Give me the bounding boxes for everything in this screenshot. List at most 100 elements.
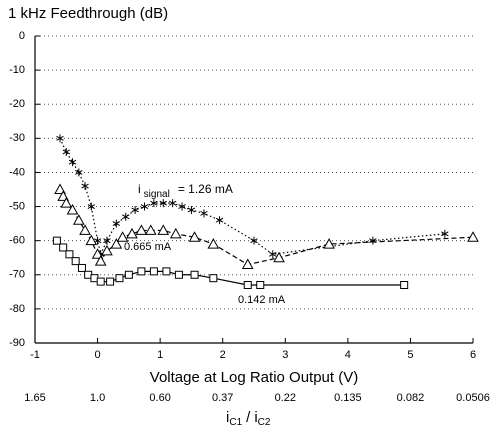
marker-shape bbox=[59, 243, 68, 252]
marker-shape bbox=[273, 251, 285, 263]
data-point bbox=[96, 277, 105, 286]
marker-shape bbox=[110, 238, 123, 249]
data-point bbox=[106, 277, 115, 286]
y-tick-label: -90 bbox=[9, 337, 25, 349]
data-point bbox=[112, 219, 121, 228]
data-point bbox=[68, 158, 77, 167]
marker-stroke bbox=[178, 204, 186, 209]
data-point bbox=[91, 248, 104, 259]
data-point bbox=[256, 281, 265, 290]
y-tick-label: -50 bbox=[9, 200, 25, 212]
marker-stroke bbox=[441, 231, 449, 237]
data-point bbox=[441, 229, 449, 238]
x-tick-label: 3 bbox=[282, 349, 288, 361]
data-point bbox=[149, 267, 158, 276]
x2-tick-label: 0.37 bbox=[212, 392, 233, 404]
x2-tick-label: 0.22 bbox=[275, 392, 296, 404]
data-point bbox=[243, 281, 252, 290]
marker-shape bbox=[135, 224, 148, 235]
marker-shape bbox=[207, 238, 220, 249]
data-point bbox=[124, 270, 133, 279]
x-axis-label: Voltage at Log Ratio Output (V) bbox=[150, 369, 358, 386]
x-tick-label: 1 bbox=[157, 349, 163, 361]
data-point bbox=[207, 238, 220, 249]
data-point bbox=[110, 238, 123, 249]
data-point bbox=[94, 255, 107, 266]
marker-shape bbox=[174, 270, 183, 279]
y-tick-label: -20 bbox=[9, 98, 25, 110]
data-point bbox=[65, 250, 74, 259]
data-point bbox=[209, 274, 218, 283]
marker-stroke bbox=[168, 200, 177, 206]
data-point bbox=[162, 267, 171, 276]
marker-shape bbox=[71, 257, 80, 266]
marker-stroke bbox=[122, 214, 130, 220]
marker-shape bbox=[106, 277, 115, 286]
data-point bbox=[190, 270, 199, 279]
data-point bbox=[467, 231, 479, 242]
marker-shape bbox=[79, 224, 91, 235]
marker-stroke bbox=[131, 207, 139, 213]
x-tick-label: 6 bbox=[470, 349, 476, 361]
marker-stroke bbox=[103, 238, 111, 244]
data-point bbox=[137, 267, 146, 276]
data-point bbox=[59, 243, 68, 252]
x-tick-label: 5 bbox=[407, 349, 413, 361]
data-point bbox=[215, 216, 224, 225]
marker-stroke bbox=[140, 204, 149, 209]
data-point bbox=[273, 251, 285, 263]
y-tick-label: -40 bbox=[9, 166, 25, 178]
data-point bbox=[72, 214, 85, 225]
marker-shape bbox=[243, 281, 252, 290]
marker-shape bbox=[116, 231, 129, 242]
annotation-part: signal bbox=[144, 189, 170, 200]
marker-stroke bbox=[187, 207, 196, 213]
x-tick-label: 2 bbox=[220, 349, 226, 361]
data-point bbox=[54, 183, 66, 194]
data-point bbox=[71, 257, 80, 266]
marker-shape bbox=[188, 231, 201, 242]
marker-shape bbox=[256, 281, 265, 290]
x-tick-label: 4 bbox=[345, 349, 351, 361]
data-point bbox=[115, 274, 124, 283]
data-point bbox=[200, 209, 208, 218]
y-tick-label: -30 bbox=[9, 132, 25, 144]
data-point bbox=[60, 197, 73, 208]
annotation: 0.665 mA bbox=[124, 241, 172, 253]
x2-axis-label: iC1/iC2 bbox=[226, 409, 271, 428]
marker-stroke bbox=[62, 149, 70, 155]
marker-shape bbox=[65, 250, 74, 259]
marker-shape bbox=[96, 277, 105, 286]
data-point bbox=[135, 224, 148, 235]
data-point bbox=[157, 224, 170, 235]
data-point bbox=[85, 234, 98, 246]
marker-stroke bbox=[112, 221, 121, 227]
data-point bbox=[79, 224, 91, 235]
data-point bbox=[241, 258, 254, 270]
marker-stroke bbox=[81, 183, 89, 189]
data-point bbox=[77, 263, 86, 272]
marker-stroke bbox=[200, 210, 208, 216]
marker-shape bbox=[94, 255, 107, 266]
marker-stroke bbox=[215, 217, 224, 223]
x2-tick-label: 1.0 bbox=[90, 392, 105, 404]
data-point bbox=[169, 227, 182, 239]
marker-shape bbox=[77, 263, 86, 272]
marker-shape bbox=[149, 267, 158, 276]
marker-shape bbox=[57, 190, 70, 201]
x-tick-label: -1 bbox=[30, 349, 40, 361]
data-point bbox=[140, 202, 149, 211]
y-tick-label: -60 bbox=[9, 235, 25, 247]
annotation-part: = 1.26 mA bbox=[178, 182, 233, 196]
data-point bbox=[122, 212, 130, 221]
annotation-part: 0.665 mA bbox=[124, 241, 172, 253]
marker-shape bbox=[124, 270, 133, 279]
marker-stroke bbox=[75, 170, 83, 175]
x2-tick-label: 1.65 bbox=[24, 392, 45, 404]
data-point bbox=[75, 168, 83, 177]
marker-shape bbox=[169, 227, 182, 239]
data-point bbox=[101, 244, 113, 256]
annotation-part: 0.142 mA bbox=[238, 294, 286, 306]
marker-stroke bbox=[150, 200, 158, 206]
marker-shape bbox=[190, 270, 199, 279]
